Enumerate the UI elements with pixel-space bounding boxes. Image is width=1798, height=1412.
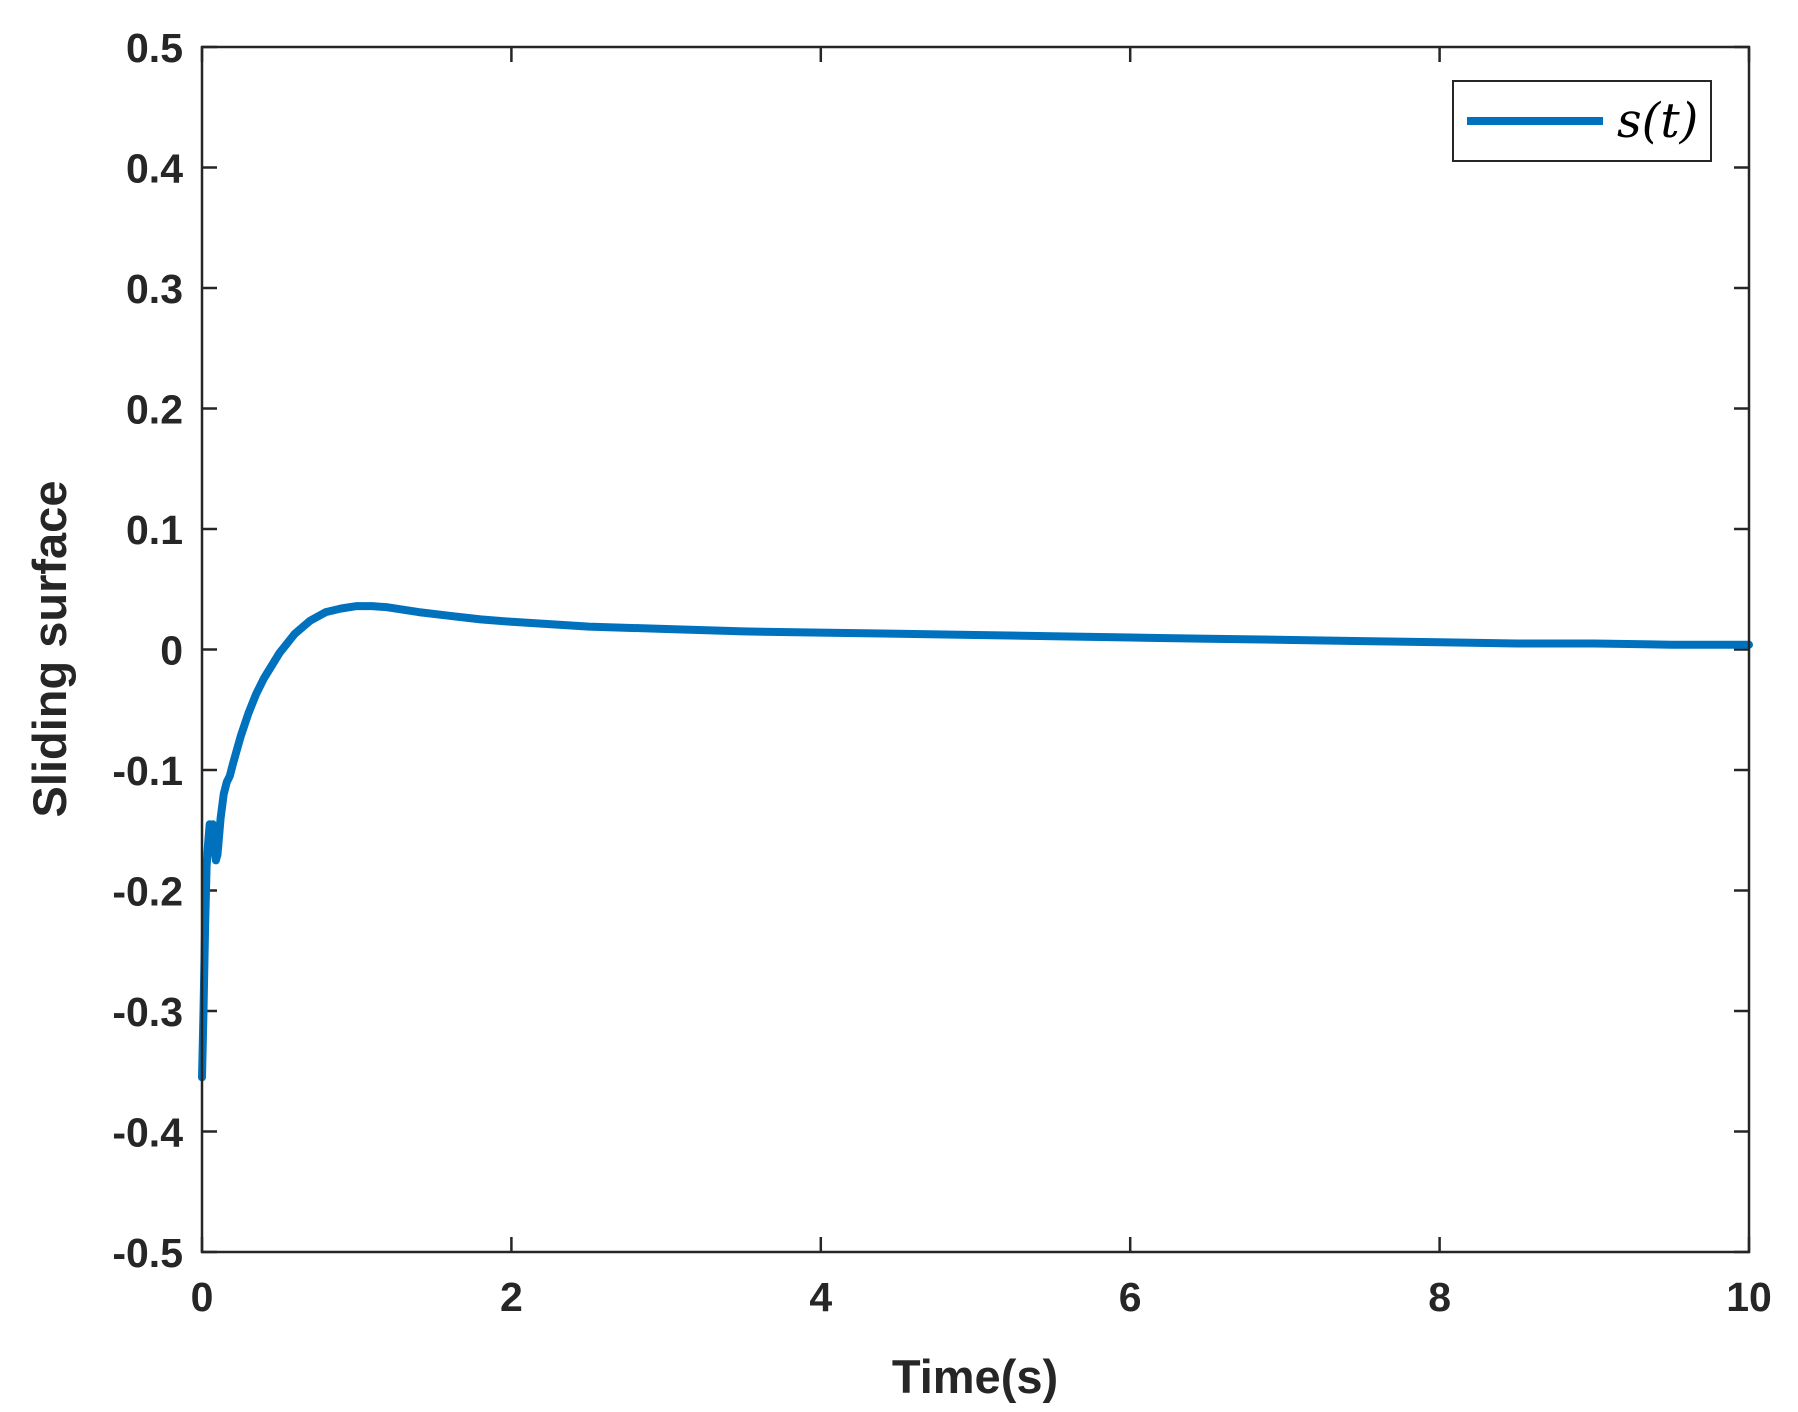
y-tick-label: -0.2 — [112, 869, 183, 915]
y-tick-label: 0.3 — [126, 266, 183, 312]
y-tick-label: 0 — [160, 628, 183, 674]
plot-area — [202, 47, 1749, 1252]
x-tick-labels: 0 2 4 6 8 10 — [191, 1274, 1772, 1320]
y-tick-label: -0.5 — [112, 1230, 183, 1276]
x-tick-label: 8 — [1428, 1274, 1451, 1320]
plot-data — [198, 602, 1753, 1082]
x-tick-label: 4 — [809, 1274, 832, 1320]
y-tick-label: -0.1 — [112, 748, 183, 794]
y-tick-labels: 0.5 0.4 0.3 0.2 0.1 0 -0.1 -0.2 -0.3 -0.4 -0.5 — [112, 25, 183, 1276]
y-tick-label: 0.4 — [126, 146, 183, 192]
legend-entry-label: s(t) — [1617, 93, 1698, 149]
x-tick-label: 10 — [1726, 1274, 1772, 1320]
x-axis-label: Time(s) — [892, 1350, 1058, 1403]
x-tick-label: 2 — [500, 1274, 523, 1320]
x-tick-label: 0 — [191, 1274, 214, 1320]
y-axis-label: Sliding surface — [23, 481, 76, 818]
y-tick-label: -0.3 — [112, 989, 183, 1035]
legend: s(t) — [1452, 80, 1712, 162]
y-tick-label: 0.2 — [126, 387, 183, 433]
y-tick-label: -0.4 — [112, 1110, 183, 1156]
axes-box — [200, 45, 1751, 1254]
y-tick-label: 0.1 — [126, 507, 183, 553]
x-tick-label: 6 — [1119, 1274, 1142, 1320]
y-tick-label: 0.5 — [126, 25, 183, 71]
series-line-s-t — [198, 602, 1753, 1082]
